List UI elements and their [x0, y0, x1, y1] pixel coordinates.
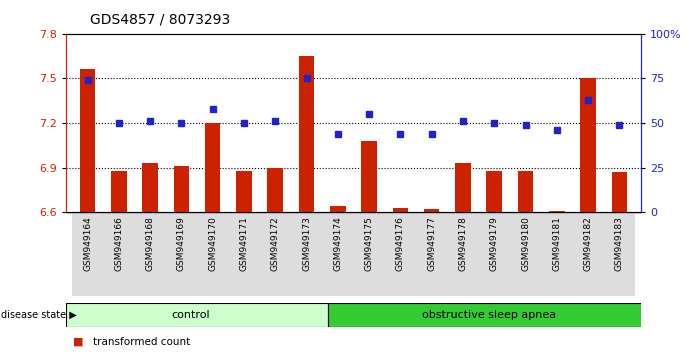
Bar — [328, 303, 663, 327]
Text: GSM949181: GSM949181 — [552, 217, 561, 272]
Bar — [166, 212, 197, 296]
Bar — [267, 168, 283, 212]
Text: obstructive sleep apnea: obstructive sleep apnea — [422, 310, 556, 320]
Bar — [236, 171, 252, 212]
Bar — [197, 212, 228, 296]
Text: GSM949178: GSM949178 — [458, 217, 467, 272]
Bar — [447, 212, 479, 296]
Bar — [66, 303, 328, 327]
Bar — [385, 212, 416, 296]
Bar — [361, 141, 377, 212]
Bar — [518, 171, 533, 212]
Text: disease state ▶: disease state ▶ — [1, 310, 77, 320]
Bar — [291, 212, 322, 296]
Text: ■: ■ — [73, 337, 83, 347]
Bar — [299, 56, 314, 212]
Bar — [572, 212, 604, 296]
Bar — [173, 166, 189, 212]
Text: GSM949175: GSM949175 — [365, 217, 374, 272]
Text: transformed count: transformed count — [93, 337, 191, 347]
Bar — [424, 210, 439, 212]
Text: GSM949170: GSM949170 — [208, 217, 217, 272]
Bar — [353, 212, 385, 296]
Bar — [135, 212, 166, 296]
Bar — [260, 212, 291, 296]
Bar — [612, 172, 627, 212]
Bar — [79, 69, 95, 212]
Text: GSM949172: GSM949172 — [271, 217, 280, 271]
Text: GDS4857 / 8073293: GDS4857 / 8073293 — [90, 12, 230, 27]
Bar — [604, 212, 635, 296]
Bar — [455, 163, 471, 212]
Text: GSM949174: GSM949174 — [333, 217, 342, 271]
Bar — [111, 171, 126, 212]
Bar — [72, 212, 103, 296]
Text: GSM949173: GSM949173 — [302, 217, 311, 272]
Bar — [205, 123, 220, 212]
Bar — [486, 171, 502, 212]
Bar — [392, 208, 408, 212]
Text: GSM949176: GSM949176 — [396, 217, 405, 272]
Bar — [510, 212, 541, 296]
Text: GSM949171: GSM949171 — [240, 217, 249, 272]
Text: GSM949169: GSM949169 — [177, 217, 186, 272]
Text: GSM949182: GSM949182 — [584, 217, 593, 271]
Bar — [142, 163, 158, 212]
Bar — [103, 212, 135, 296]
Text: GSM949164: GSM949164 — [83, 217, 92, 271]
Bar — [322, 212, 354, 296]
Bar — [549, 211, 565, 212]
Text: GSM949177: GSM949177 — [427, 217, 436, 272]
Text: GSM949168: GSM949168 — [146, 217, 155, 272]
Bar — [479, 212, 510, 296]
Text: GSM949183: GSM949183 — [615, 217, 624, 272]
Bar — [541, 212, 572, 296]
Bar — [228, 212, 260, 296]
Text: GSM949180: GSM949180 — [521, 217, 530, 272]
Text: GSM949166: GSM949166 — [114, 217, 123, 272]
Text: control: control — [171, 310, 210, 320]
Bar — [580, 78, 596, 212]
Bar — [416, 212, 447, 296]
Text: GSM949179: GSM949179 — [490, 217, 499, 272]
Bar — [330, 206, 346, 212]
